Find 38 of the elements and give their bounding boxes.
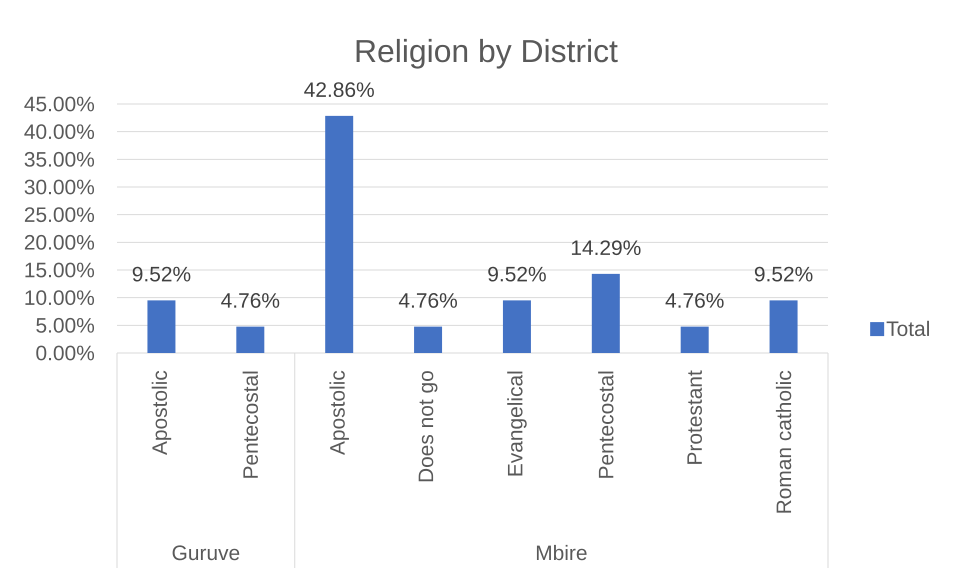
x-tick-label: Does not go: [418, 371, 438, 482]
x-tick-label: Evangelical: [507, 372, 527, 476]
x-tick-label: Pentecostal: [242, 372, 258, 478]
bar: [680, 326, 709, 353]
bar: [414, 326, 442, 353]
chart-title: Religion by District: [356, 38, 618, 69]
y-tick-label: 15.00%: [25, 262, 94, 278]
y-tick-label: 35.00%: [24, 152, 94, 167]
legend-label: Total: [886, 320, 929, 336]
y-tick-label: 40.00%: [24, 124, 94, 140]
text: Mbire: [536, 544, 587, 560]
bar: [236, 326, 264, 353]
bar: [770, 300, 798, 353]
x-tick-label: Apostolic: [152, 370, 172, 456]
bar: [147, 300, 176, 353]
y-tick-label: 5.00%: [36, 318, 94, 333]
data-label: 14.29%: [572, 240, 641, 256]
data-label: 4.76%: [666, 293, 724, 308]
y-tick-label: 25.00%: [24, 207, 94, 222]
y-tick-label: 45.00%: [24, 96, 94, 112]
data-label: 4.76%: [398, 293, 457, 308]
x-tick-label: Protestant: [687, 370, 702, 464]
bar: [325, 116, 354, 353]
bar: [502, 300, 531, 353]
x-tick-label: Apostolic: [329, 370, 349, 456]
data-label: 9.52%: [132, 266, 190, 282]
y-tick-label: 30.00%: [24, 180, 94, 194]
y-tick-label: 0.00%: [36, 346, 94, 360]
data-label: 9.52%: [754, 266, 812, 282]
y-tick-label: 10.00%: [25, 290, 94, 306]
x-tick-label: Roman catholic: [776, 370, 792, 513]
data-label: 9.52%: [488, 266, 546, 282]
text: Guruve: [172, 545, 240, 560]
y-tick-label: 20.00%: [24, 234, 94, 250]
data-label: 4.76%: [221, 293, 280, 308]
x-tick-label: Pentecostal: [598, 372, 614, 478]
data-label: 42.86%: [304, 82, 374, 98]
bar: [592, 274, 620, 353]
